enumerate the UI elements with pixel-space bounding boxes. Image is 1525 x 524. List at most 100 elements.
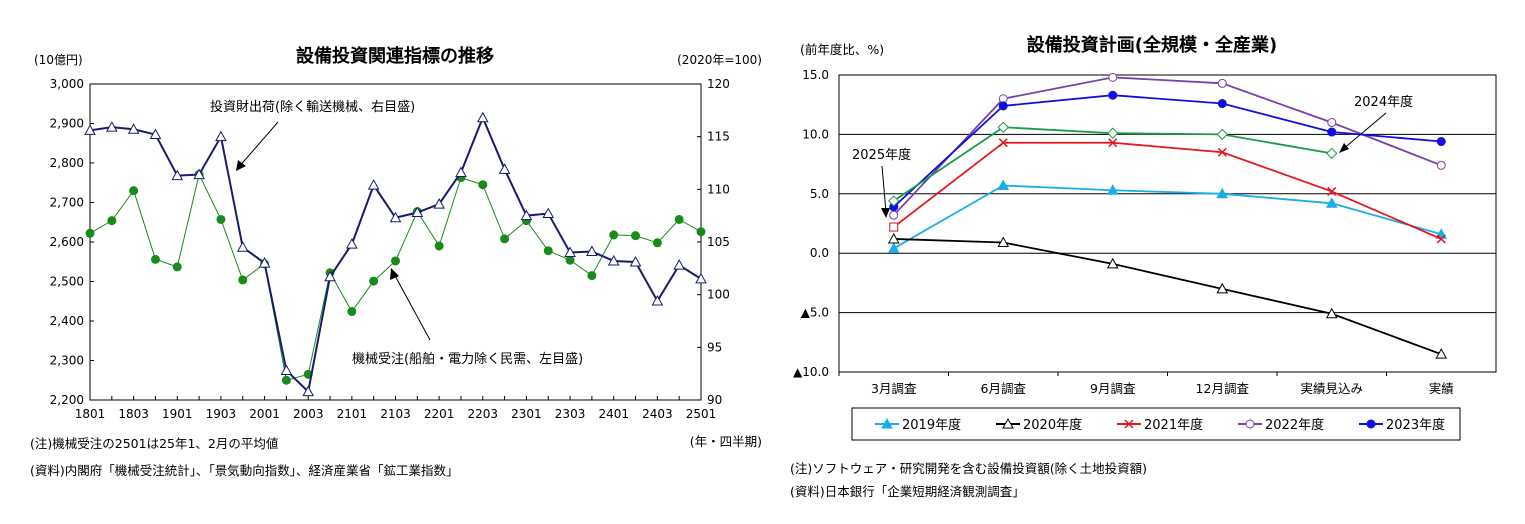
right-series-point (1217, 99, 1227, 109)
annotation-2024-arrowhead (1339, 143, 1349, 153)
right-series-point (1436, 234, 1446, 244)
left-series-point (172, 262, 182, 272)
right-series-point (888, 195, 900, 207)
right-series-point (887, 232, 900, 244)
legend-label: 2019年度 (902, 417, 961, 433)
left-y-tick-label: 2,700 (50, 196, 84, 210)
legend-label: 2022年度 (1265, 417, 1324, 433)
left-series-point (324, 270, 336, 282)
annotation-2024: 2024年度 (1354, 94, 1413, 110)
right-series-point (1216, 128, 1228, 141)
right-series-point (1327, 186, 1337, 196)
right-series-point (1436, 137, 1446, 147)
right-legend-frame (851, 407, 1461, 441)
right-x-tick-label: 6月調査 (981, 381, 1027, 396)
left-series-point (85, 228, 95, 238)
left-x-tick-label: 2203 (468, 407, 499, 421)
legend-swatch-marker (1124, 419, 1134, 429)
right-series-point (1106, 257, 1119, 269)
left-y-tick-label: 2,200 (50, 393, 84, 407)
legend-entry: 2021年度 (1117, 417, 1203, 433)
left-series-point (478, 180, 488, 190)
left-series-point (236, 241, 249, 252)
right-series-point (1107, 127, 1119, 139)
left-series-point (238, 275, 248, 285)
left-chart-source: (資料)内閣府「機械受注統計」、「景気動向指数」、経済産業省「鉱工業指数」 (30, 463, 459, 478)
right-series-point (1325, 197, 1338, 208)
right-y-tick-label: 15.0 (802, 68, 829, 82)
left-series-point (433, 198, 445, 209)
left-y-tick-label: 2,800 (50, 156, 84, 170)
right-y-tick-label: 5.0 (810, 187, 829, 201)
left-axis-unit: (10億円) (34, 53, 83, 67)
annotation-shipments-arrow (237, 121, 279, 169)
left-series-point (542, 207, 555, 219)
right-series-point (889, 222, 899, 232)
left-series-point (302, 385, 315, 397)
right-series-point (1435, 348, 1448, 359)
left-y-tick-label: 2,400 (50, 314, 84, 328)
left-x-tick-label: 2201 (424, 407, 455, 421)
left-series-line (89, 115, 702, 394)
left-series-point (651, 294, 664, 306)
right-y-tick-label: ▲5.0 (801, 306, 829, 320)
left-series-point (674, 214, 684, 224)
right-y-axis-label: (前年度比、%) (800, 42, 884, 57)
right-series-3 (889, 72, 1446, 220)
right-series-point (1108, 90, 1118, 100)
left-series-point (673, 259, 686, 270)
right-y-tick-label: 90 (707, 393, 722, 407)
right-series-point (887, 242, 900, 253)
left-series-1 (84, 111, 707, 397)
left-x-tick-label: 2303 (555, 407, 586, 421)
legend-swatch-marker (1002, 417, 1014, 429)
legend-swatch-marker (1366, 419, 1376, 429)
left-series-point (367, 179, 380, 190)
right-chart-title: 設備投資計画(全規模・全産業) (1027, 34, 1277, 56)
left-x-tick-label: 1901 (162, 407, 193, 421)
right-chart-note: (注)ソフトウェア・研究開発を含む設備投資額(除く土地投資額) (790, 461, 1148, 476)
left-series-point (652, 238, 662, 248)
legend-swatch-marker (1245, 419, 1255, 429)
left-series-point (105, 121, 118, 132)
right-chart-source: (資料)日本銀行「企業短期経済観測調査」 (790, 484, 1025, 499)
left-y-tick-label: 2,300 (50, 354, 84, 368)
left-series-point (695, 272, 707, 284)
right-x-tick-label: 実績見込み (1300, 381, 1363, 396)
left-series-point (631, 231, 641, 241)
right-axis-unit: (2020年=100) (677, 53, 762, 67)
legend-entry: 2020年度 (996, 417, 1082, 433)
left-y-tick-label: 2,500 (50, 275, 84, 289)
legend-label: 2020年度 (1023, 417, 1082, 433)
right-series-line (893, 141, 1442, 240)
left-series-point (565, 255, 575, 265)
right-series-point (1216, 282, 1229, 294)
left-y-tick-label: 3,000 (50, 77, 84, 91)
legend-entry: 2022年度 (1238, 417, 1324, 433)
right-y-tick-label: 10.0 (802, 127, 829, 141)
legend-entry: 2019年度 (875, 417, 961, 433)
annotation-2024-arrow (1341, 112, 1387, 151)
left-series-point (476, 111, 489, 123)
right-y-tick-label: 105 (707, 235, 730, 249)
left-x-axis-label: (年・四半期) (690, 434, 762, 449)
left-series-point (84, 124, 96, 135)
right-y-tick-label: 95 (707, 340, 722, 354)
right-y-tick-label: 120 (707, 77, 730, 91)
right-series-4 (889, 90, 1446, 212)
left-x-tick-label: 2501 (686, 407, 717, 421)
left-series-point (564, 246, 576, 258)
left-series-point (609, 230, 619, 240)
left-series-point (391, 256, 400, 266)
right-series-point (997, 179, 1010, 190)
right-series-point (1108, 72, 1118, 82)
right-series-point (997, 236, 1010, 248)
left-series-point (543, 246, 553, 256)
right-y-tick-label: 100 (707, 288, 730, 302)
annotation-2025-arrow (881, 165, 887, 213)
left-x-tick-label: 2103 (380, 407, 411, 421)
left-y-tick-label: 2,900 (50, 117, 84, 131)
right-series-point (1106, 184, 1119, 195)
right-x-tick-label: 3月調査 (871, 381, 917, 396)
left-x-tick-label: 2001 (249, 407, 280, 421)
